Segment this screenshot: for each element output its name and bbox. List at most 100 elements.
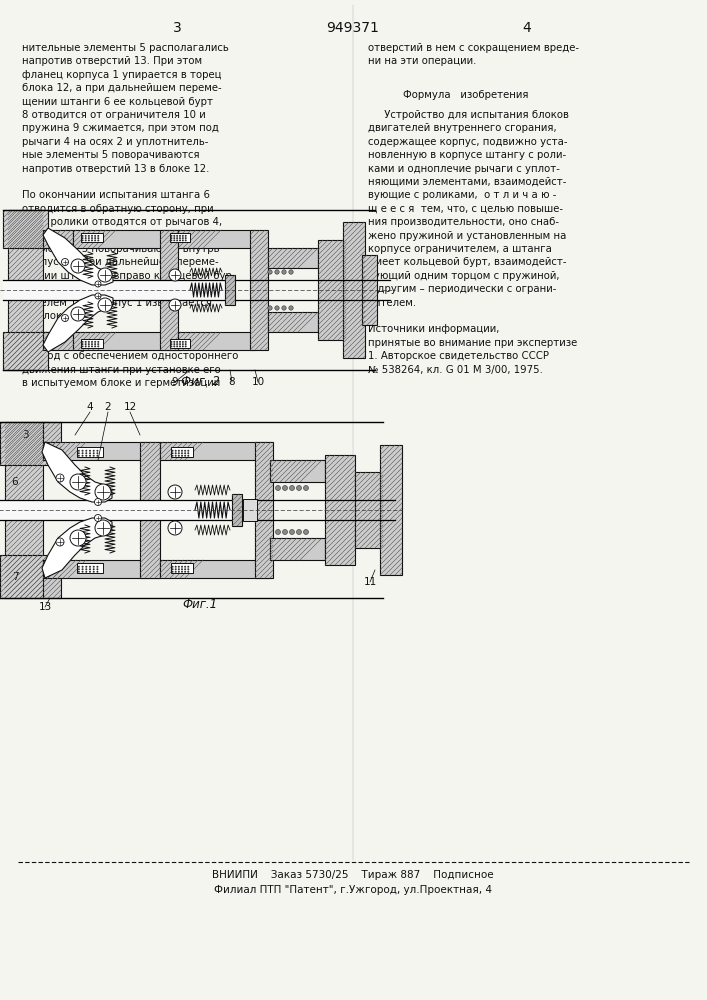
Circle shape xyxy=(289,530,295,534)
Circle shape xyxy=(169,269,181,281)
Text: этом ролики отводятся от рычагов 4,: этом ролики отводятся от рычагов 4, xyxy=(22,217,222,227)
Bar xyxy=(318,240,346,340)
Bar xyxy=(270,538,325,560)
Circle shape xyxy=(81,343,83,345)
Bar xyxy=(255,442,273,578)
Text: принятые во внимание при экспертизе: принятые во внимание при экспертизе xyxy=(368,338,577,348)
Text: няющими элементами, взаимодейст-: няющими элементами, взаимодейст- xyxy=(368,177,566,187)
Bar xyxy=(3,210,48,248)
Bar xyxy=(73,230,180,248)
Bar xyxy=(140,442,160,578)
Circle shape xyxy=(303,486,308,490)
Text: 2: 2 xyxy=(105,402,111,412)
Circle shape xyxy=(283,486,288,490)
Circle shape xyxy=(275,270,279,274)
Circle shape xyxy=(172,568,174,570)
Circle shape xyxy=(184,455,186,457)
Circle shape xyxy=(173,343,175,345)
Bar xyxy=(0,422,48,465)
Text: 7: 7 xyxy=(12,572,18,582)
Text: 13: 13 xyxy=(38,602,52,612)
Circle shape xyxy=(91,343,93,345)
Circle shape xyxy=(170,343,173,345)
Circle shape xyxy=(172,571,174,573)
Circle shape xyxy=(184,566,186,568)
Circle shape xyxy=(85,345,87,347)
Bar xyxy=(171,447,193,457)
Text: содержащее корпус, подвижно уста-: содержащее корпус, подвижно уста- xyxy=(368,137,568,147)
Circle shape xyxy=(70,474,86,490)
Text: напротив отверстий 13. При этом: напротив отверстий 13. При этом xyxy=(22,56,202,66)
Bar xyxy=(268,312,318,332)
Circle shape xyxy=(175,571,177,573)
Circle shape xyxy=(182,343,184,345)
Circle shape xyxy=(282,306,286,310)
Circle shape xyxy=(178,452,180,454)
Text: № 538264, кл. G 01 M 3/00, 1975.: № 538264, кл. G 01 M 3/00, 1975. xyxy=(368,365,543,375)
Circle shape xyxy=(86,571,87,573)
Circle shape xyxy=(181,452,183,454)
Circle shape xyxy=(283,530,288,534)
Circle shape xyxy=(86,452,87,454)
Circle shape xyxy=(78,568,80,570)
Text: вующий одним торцом с пружиной,: вующий одним торцом с пружиной, xyxy=(368,271,559,281)
Bar xyxy=(0,500,240,520)
Circle shape xyxy=(98,237,99,239)
Circle shape xyxy=(169,299,181,311)
Text: движения штанги при установке его: движения штанги при установке его xyxy=(22,365,221,375)
Circle shape xyxy=(179,235,181,237)
Text: корпусе ограничителем, а штанга: корпусе ограничителем, а штанга xyxy=(368,244,552,254)
Circle shape xyxy=(184,450,186,452)
Circle shape xyxy=(178,568,180,570)
Text: фланец корпуса 1 упирается в торец: фланец корпуса 1 упирается в торец xyxy=(22,70,221,80)
Circle shape xyxy=(185,239,187,241)
Circle shape xyxy=(182,235,184,237)
Circle shape xyxy=(81,235,83,237)
Circle shape xyxy=(70,530,86,546)
Text: Устройство для испытания блоков: Устройство для испытания блоков xyxy=(368,110,569,120)
Circle shape xyxy=(81,571,83,573)
Circle shape xyxy=(182,341,184,343)
Circle shape xyxy=(288,270,293,274)
Text: 8 отводится от ограничителя 10 и: 8 отводится от ограничителя 10 и xyxy=(22,110,206,120)
Circle shape xyxy=(94,237,96,239)
Circle shape xyxy=(296,530,301,534)
Bar xyxy=(170,232,190,241)
Bar xyxy=(81,338,103,348)
Bar xyxy=(3,332,48,370)
Circle shape xyxy=(88,345,90,347)
Circle shape xyxy=(94,341,96,343)
Circle shape xyxy=(175,566,177,568)
Circle shape xyxy=(98,298,112,312)
Text: ВНИИПИ    Заказ 5730/25    Тираж 887    Подписное: ВНИИПИ Заказ 5730/25 Тираж 887 Подписное xyxy=(212,870,493,880)
Circle shape xyxy=(268,270,272,274)
Circle shape xyxy=(89,450,91,452)
Text: корпуса 1. При дальнейшем переме-: корпуса 1. При дальнейшем переме- xyxy=(22,257,218,267)
Text: отводится в обратную сторону, при: отводится в обратную сторону, при xyxy=(22,204,214,214)
PathPatch shape xyxy=(43,295,113,352)
Circle shape xyxy=(176,237,178,239)
Bar xyxy=(77,563,103,573)
Text: привод с обеспечением одностороннего: привод с обеспечением одностороннего xyxy=(22,351,238,361)
Circle shape xyxy=(93,450,95,452)
Text: жено пружиной и установленным на: жено пружиной и установленным на xyxy=(368,231,566,241)
Bar xyxy=(43,560,61,598)
Circle shape xyxy=(179,341,181,343)
Circle shape xyxy=(175,455,177,457)
Circle shape xyxy=(85,235,87,237)
Circle shape xyxy=(181,568,183,570)
Circle shape xyxy=(282,270,286,274)
Text: новленную в корпусе штангу с роли-: новленную в корпусе штангу с роли- xyxy=(368,150,566,160)
Bar xyxy=(8,210,43,370)
Circle shape xyxy=(94,235,96,237)
Circle shape xyxy=(181,566,183,568)
Circle shape xyxy=(98,345,99,347)
Bar xyxy=(380,445,402,575)
Circle shape xyxy=(185,345,187,347)
Text: 5: 5 xyxy=(42,430,48,440)
Bar xyxy=(268,248,318,268)
Bar xyxy=(160,442,270,460)
Circle shape xyxy=(91,235,93,237)
Text: нительные элементы 5 располагались: нительные элементы 5 располагались xyxy=(22,43,229,53)
Bar xyxy=(178,230,255,248)
